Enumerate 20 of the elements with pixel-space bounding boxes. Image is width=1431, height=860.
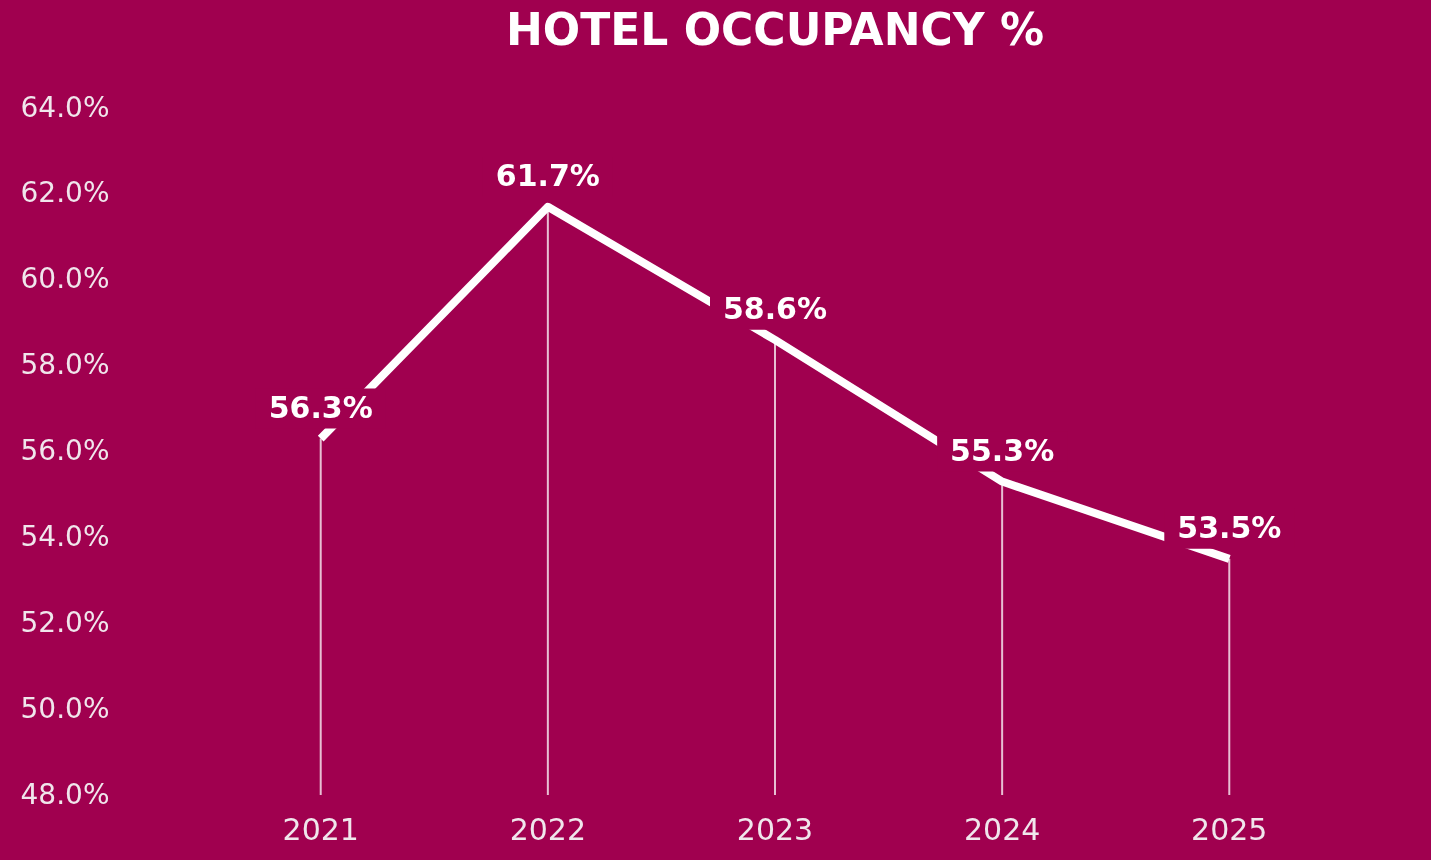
data-label: 53.5% <box>1177 509 1282 545</box>
y-tick-label: 54.0% <box>20 519 110 553</box>
y-tick-label: 52.0% <box>20 605 110 639</box>
y-tick-label: 50.0% <box>20 691 110 725</box>
chart-title: HOTEL OCCUPANCY % <box>505 4 1045 55</box>
data-label: 61.7% <box>495 157 600 193</box>
data-label: 56.3% <box>268 389 373 425</box>
data-label: 55.3% <box>950 432 1055 468</box>
y-tick-label: 64.0% <box>20 90 110 124</box>
x-tick-label: 2024 <box>963 811 1041 847</box>
y-tick-label: 62.0% <box>20 176 110 210</box>
data-label: 58.6% <box>722 290 828 326</box>
y-tick-label: 58.0% <box>20 348 110 382</box>
y-tick-label: 60.0% <box>20 262 110 296</box>
x-tick-label: 2023 <box>736 811 814 847</box>
y-tick-label: 56.0% <box>20 434 110 467</box>
x-tick-label: 2025 <box>1191 811 1268 847</box>
x-tick-label: 2021 <box>282 811 359 847</box>
x-tick-label: 2022 <box>509 811 587 847</box>
y-tick-label: 48.0% <box>20 777 110 811</box>
